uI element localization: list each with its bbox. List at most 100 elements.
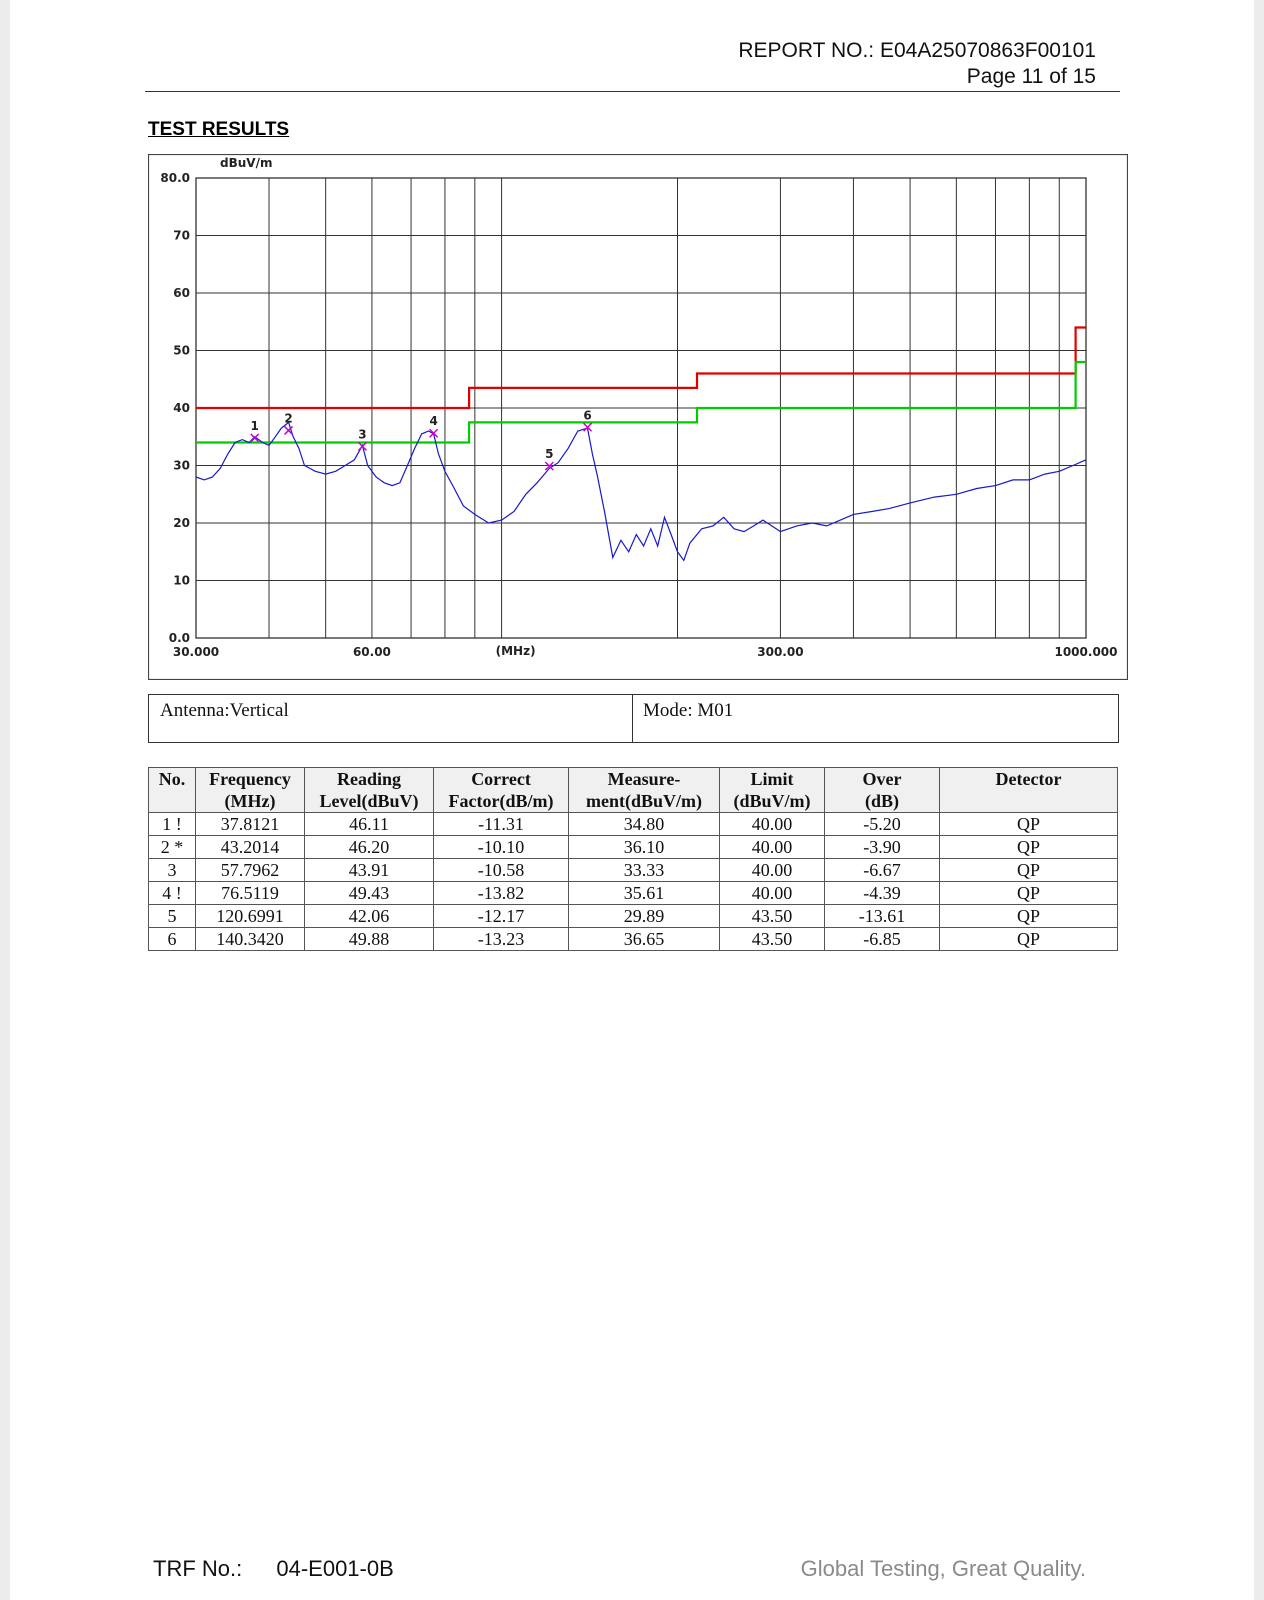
cell-no: 6 (148, 927, 196, 951)
peak-marker-x (583, 422, 593, 432)
emission-chart: 80.0 70 60 50 40 30 20 10 0.0 dBuV/m 30.000 60.00 30… (148, 154, 1128, 680)
col-header-reading: Reading Level(dBuV) (304, 767, 434, 813)
test-info-box: Antenna:Vertical Mode: M01 (148, 694, 1119, 743)
y-tick-label: 20 (173, 516, 190, 530)
results-table-body: 1 ! 37.8121 46.11 -11.31 34.80 40.00 -5.20 QP 2 … (148, 812, 1118, 951)
cell-detector: QP (939, 881, 1118, 905)
cell-detector: QP (939, 904, 1118, 928)
cell-measurement: 29.89 (568, 904, 720, 928)
table-row: 5 120.6991 42.06 -12.17 29.89 43.50 -13.61 QP (148, 904, 1118, 928)
peak-marker-label: 2 (284, 411, 292, 425)
table-row: 2 * 43.2014 46.20 -10.10 36.10 40.00 -3.90 QP (148, 835, 1118, 859)
cell-correct: -12.17 (433, 904, 569, 928)
y-tick-label: 10 (173, 574, 190, 588)
cell-correct: -13.82 (433, 881, 569, 905)
cell-measurement: 36.65 (568, 927, 720, 951)
cell-detector: QP (939, 927, 1118, 951)
col-header-detector: Detector (939, 767, 1118, 813)
page-number: Page 11 of 15 (966, 65, 1096, 88)
x-tick-label: 30.000 (173, 645, 219, 659)
limit-line-green (196, 360, 1086, 444)
cell-limit: 43.50 (719, 904, 825, 928)
x-tick-label: 300.00 (757, 645, 803, 659)
section-title: TEST RESULTS (148, 119, 290, 140)
chart-frame (148, 154, 1128, 680)
cell-reading: 46.11 (304, 812, 434, 836)
col-header-correct: Correct Factor(dB/m) (433, 767, 569, 813)
cell-frequency: 57.7962 (195, 858, 305, 882)
table-row: 4 ! 76.5119 49.43 -13.82 35.61 40.00 -4.39 QP (148, 881, 1118, 905)
cell-frequency: 120.6991 (195, 904, 305, 928)
col-header-no: No. (148, 767, 196, 813)
cell-measurement: 36.10 (568, 835, 720, 859)
cell-correct: -10.58 (433, 858, 569, 882)
y-tick-label: 60 (173, 286, 190, 300)
cell-over: -13.61 (824, 904, 940, 928)
trf-number: TRF No.: 04-E001-0B (153, 1556, 394, 1582)
cell-measurement: 35.61 (568, 881, 720, 905)
cell-limit: 40.00 (719, 812, 825, 836)
cell-frequency: 140.3420 (195, 927, 305, 951)
table-row: 1 ! 37.8121 46.11 -11.31 34.80 40.00 -5.20 QP (148, 812, 1118, 836)
cell-over: -6.85 (824, 927, 940, 951)
cell-no: 3 (148, 858, 196, 882)
y-tick-label: 30 (173, 459, 190, 473)
cell-over: -4.39 (824, 881, 940, 905)
cell-over: -6.67 (824, 858, 940, 882)
cell-frequency: 37.8121 (195, 812, 305, 836)
cell-frequency: 76.5119 (195, 881, 305, 905)
header-divider (145, 91, 1120, 92)
y-axis-label: dBuV/m (220, 156, 272, 170)
cell-reading: 49.88 (304, 927, 434, 951)
peak-marker-label: 6 (583, 408, 591, 422)
cell-reading: 42.06 (304, 904, 434, 928)
cell-detector: QP (939, 858, 1118, 882)
cell-limit: 43.50 (719, 927, 825, 951)
results-table: No. Frequency (MHz) Reading Level(dBuV) Co… (148, 767, 1118, 951)
report-header: REPORT NO.: E04A25070863F00101 Page 11 o… (738, 38, 1096, 90)
cell-reading: 46.20 (304, 835, 434, 859)
cell-no: 1 ! (148, 812, 196, 836)
y-tick-label: 50 (173, 344, 190, 358)
report-number: REPORT NO.: E04A25070863F00101 (738, 39, 1096, 62)
col-header-limit: Limit (dBuV/m) (719, 767, 825, 813)
mode-label: Mode: M01 (643, 700, 734, 721)
cell-detector: QP (939, 835, 1118, 859)
cell-no: 2 * (148, 835, 196, 859)
cell-correct: -11.31 (433, 812, 569, 836)
measurement-trace (195, 421, 1087, 562)
table-header-row: No. Frequency (MHz) Reading Level(dBuV) Co… (148, 767, 1118, 813)
peak-marker-x (544, 461, 554, 471)
cell-limit: 40.00 (719, 835, 825, 859)
trf-value: 04-E001-0B (276, 1556, 394, 1581)
cell-measurement: 33.33 (568, 858, 720, 882)
antenna-label: Antenna:Vertical (160, 700, 289, 721)
cell-over: -3.90 (824, 835, 940, 859)
peak-marker-label: 1 (251, 419, 259, 433)
x-tick-label: 1000.000 (1054, 645, 1117, 659)
cell-reading: 49.43 (304, 881, 434, 905)
antenna-cell: Antenna:Vertical (149, 695, 633, 742)
peak-marker-x (284, 425, 294, 435)
y-tick-label: 0.0 (169, 631, 190, 645)
report-page: REPORT NO.: E04A25070863F00101 Page 11 o… (10, 0, 1254, 1600)
peak-marker-x (357, 441, 367, 451)
trf-label: TRF No.: (153, 1556, 243, 1581)
col-header-over: Over (dB) (824, 767, 940, 813)
footer-slogan: Global Testing, Great Quality. (800, 1556, 1086, 1581)
y-tick-label: 40 (173, 401, 190, 415)
peak-marker-label: 4 (429, 414, 437, 428)
peak-marker-label: 5 (545, 447, 553, 461)
x-axis-label: (MHz) (496, 644, 536, 658)
cell-over: -5.20 (824, 812, 940, 836)
cell-limit: 40.00 (719, 881, 825, 905)
x-tick-label: 60.00 (353, 645, 391, 659)
peak-marker-x (429, 428, 439, 438)
col-header-frequency: Frequency (MHz) (195, 767, 305, 813)
cell-correct: -10.10 (433, 835, 569, 859)
cell-limit: 40.00 (719, 858, 825, 882)
cell-reading: 43.91 (304, 858, 434, 882)
table-row: 3 57.7962 43.91 -10.58 33.33 40.00 -6.67 QP (148, 858, 1118, 882)
peak-marker-label: 3 (358, 427, 366, 441)
cell-correct: -13.23 (433, 927, 569, 951)
